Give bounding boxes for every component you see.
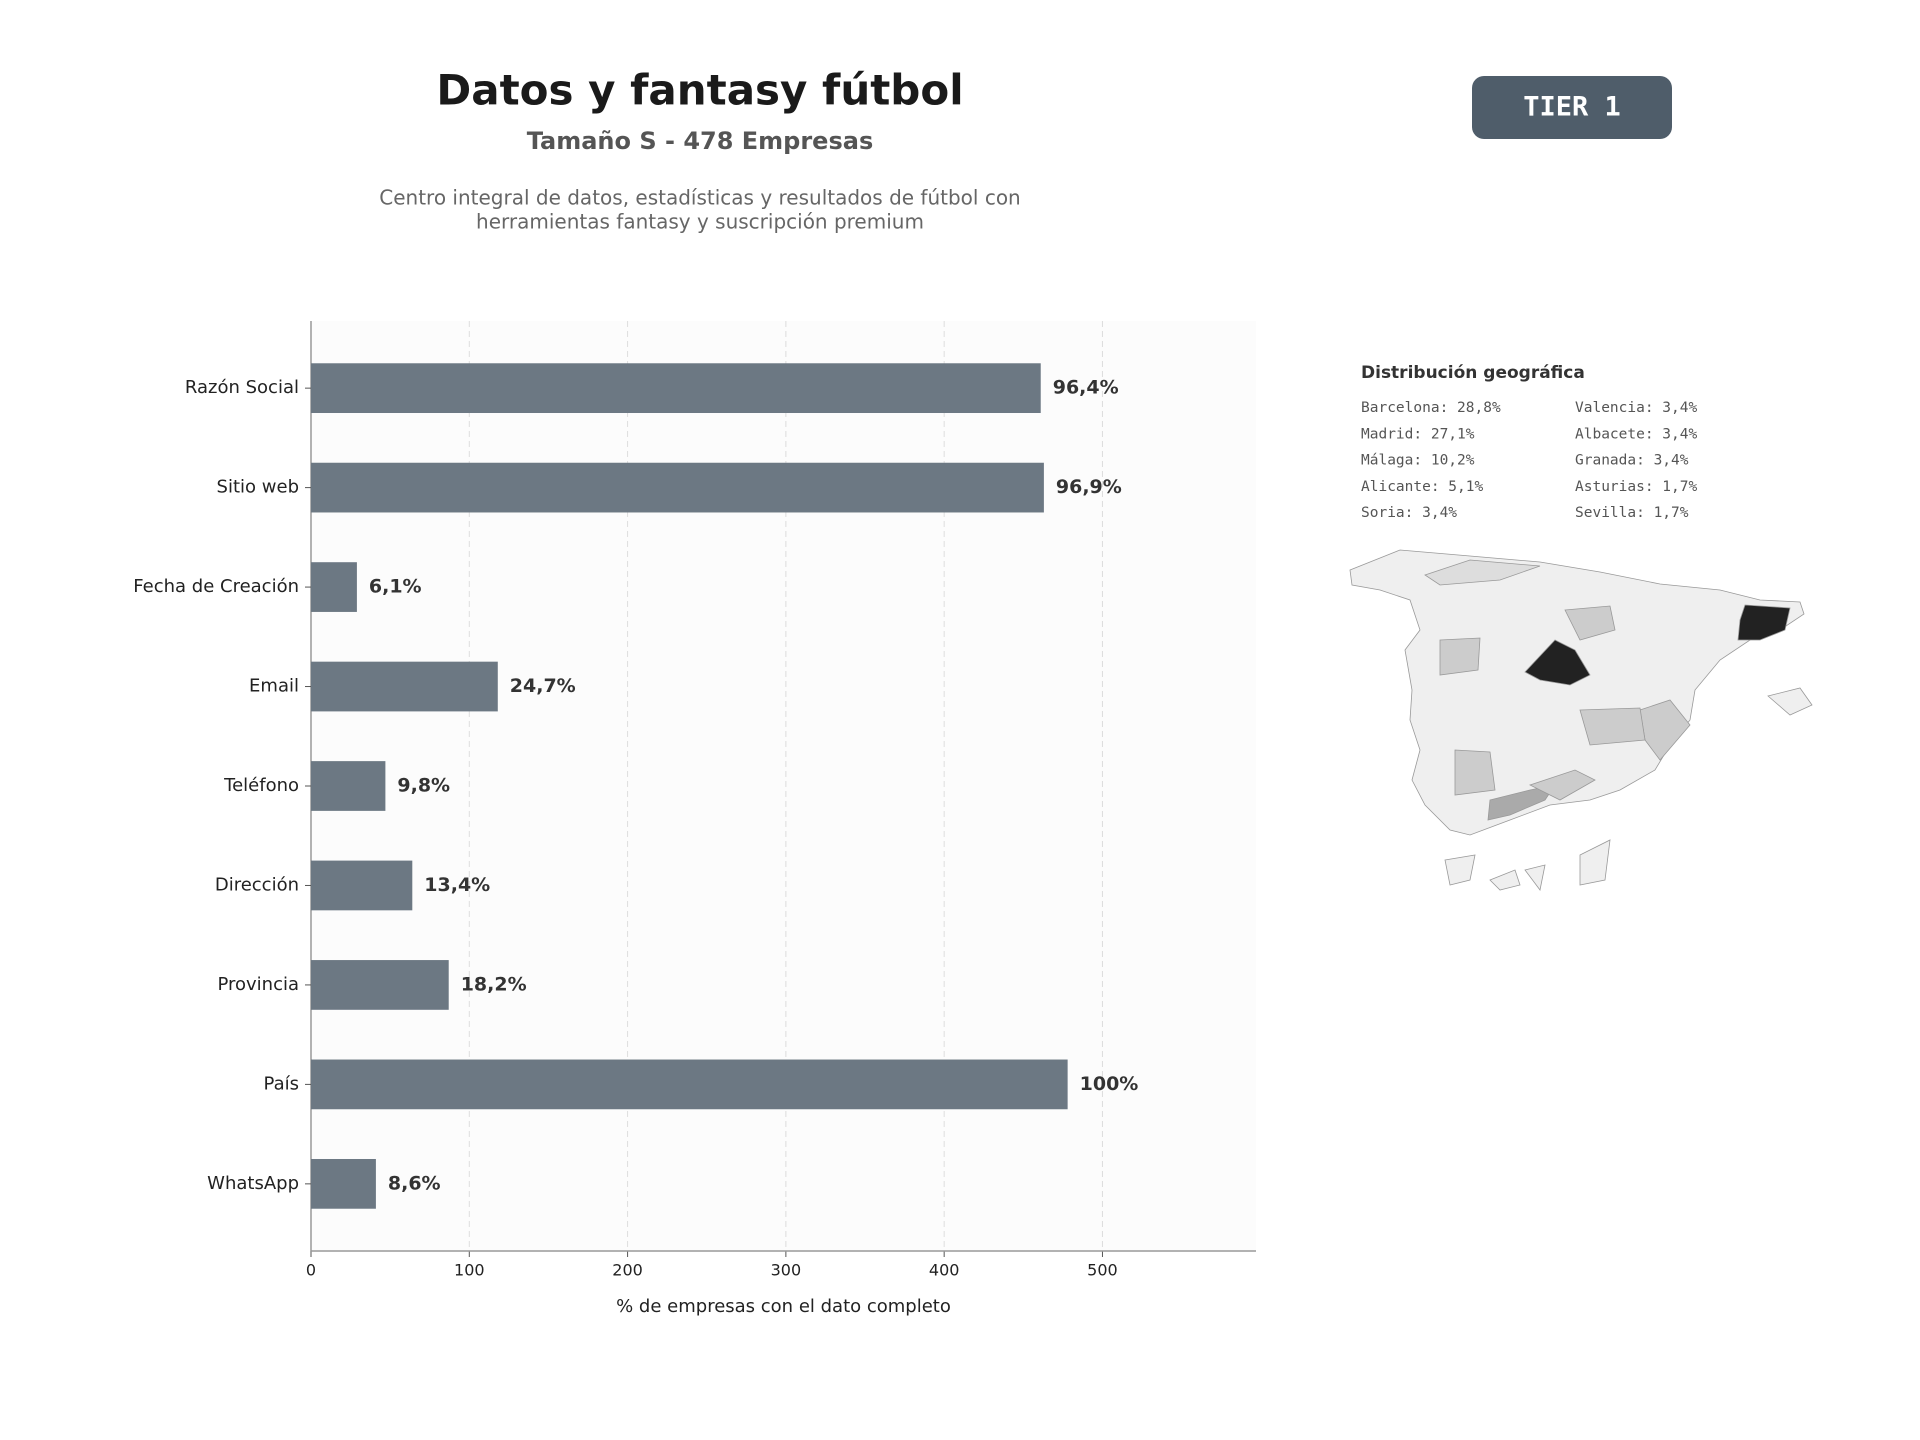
map-barcelona [1737, 604, 1791, 641]
y-tick-label: Fecha de Creación [133, 576, 299, 597]
value-label: 6,1% [369, 576, 422, 598]
value-label: 9,8% [397, 775, 450, 797]
map [1349, 549, 1813, 891]
x-axis-label: % de empresas con el dato completo [616, 1296, 951, 1317]
map-albacete [1579, 707, 1646, 746]
value-label: 96,4% [1053, 377, 1119, 399]
value-label: 24,7% [510, 675, 576, 697]
subtitle: Tamaño S - 478 Empresas [527, 127, 873, 155]
y-tick-label: Email [249, 676, 299, 697]
x-tick-label: 100 [454, 1261, 485, 1280]
geo-item: Granada: 3,4% [1575, 453, 1689, 469]
value-label: 18,2% [461, 973, 527, 995]
bar [311, 363, 1041, 414]
geo-item: Sevilla: 1,7% [1575, 505, 1689, 521]
geo-item: Asturias: 1,7% [1575, 479, 1697, 495]
geo-item: Málaga: 10,2% [1361, 453, 1475, 469]
y-tick-label: País [264, 1073, 299, 1094]
map-region [1439, 637, 1481, 676]
bar [311, 761, 386, 811]
x-tick-label: 400 [929, 1261, 960, 1280]
map-madrid [1524, 639, 1591, 686]
map-canarias [1444, 839, 1611, 891]
y-tick-label: Teléfono [223, 775, 299, 796]
map-land [1349, 549, 1805, 836]
map-sevilla [1454, 749, 1496, 796]
title: Datos y fantasy fútbol [436, 66, 963, 115]
bar [311, 860, 413, 911]
value-label: 100% [1080, 1073, 1139, 1095]
geo-item: Alicante: 5,1% [1361, 479, 1483, 495]
geo-item: Valencia: 3,4% [1575, 400, 1697, 416]
bar [311, 661, 498, 712]
geo-item: Barcelona: 28,8% [1361, 400, 1501, 416]
bar [311, 562, 357, 612]
description: Centro integral de datos, estadísticas y… [379, 186, 1020, 210]
y-tick-label: Dirección [215, 874, 299, 895]
y-tick-label: Provincia [217, 974, 299, 995]
value-label: 8,6% [388, 1172, 441, 1194]
map-islands [1767, 687, 1813, 716]
value-label: 13,4% [424, 874, 490, 896]
map-soria [1564, 605, 1616, 641]
geo-title: Distribución geográfica [1361, 363, 1585, 383]
geo-item: Madrid: 27,1% [1361, 426, 1475, 442]
x-tick-label: 200 [612, 1261, 643, 1280]
badge: TIER 1 [1523, 92, 1621, 123]
map-granada [1528, 769, 1596, 801]
value-label: 96,9% [1056, 476, 1122, 498]
x-tick-label: 300 [771, 1261, 802, 1280]
bar [311, 1059, 1068, 1110]
y-tick-label: Razón Social [185, 377, 299, 398]
plot-background [311, 321, 1256, 1251]
description: herramientas fantasy y suscripción premi… [476, 210, 924, 234]
geo-item: Soria: 3,4% [1361, 505, 1457, 521]
x-tick-label: 0 [306, 1261, 316, 1280]
badge-box [1472, 76, 1672, 139]
map-malaga [1487, 784, 1556, 821]
map-asturias [1424, 559, 1541, 586]
x-tick-label: 500 [1087, 1261, 1118, 1280]
y-tick-label: Sitio web [217, 477, 299, 498]
bar [311, 960, 449, 1010]
geo-item: Albacete: 3,4% [1575, 426, 1697, 442]
y-tick-label: WhatsApp [207, 1173, 299, 1194]
bar [311, 1158, 376, 1209]
bar [311, 462, 1044, 513]
